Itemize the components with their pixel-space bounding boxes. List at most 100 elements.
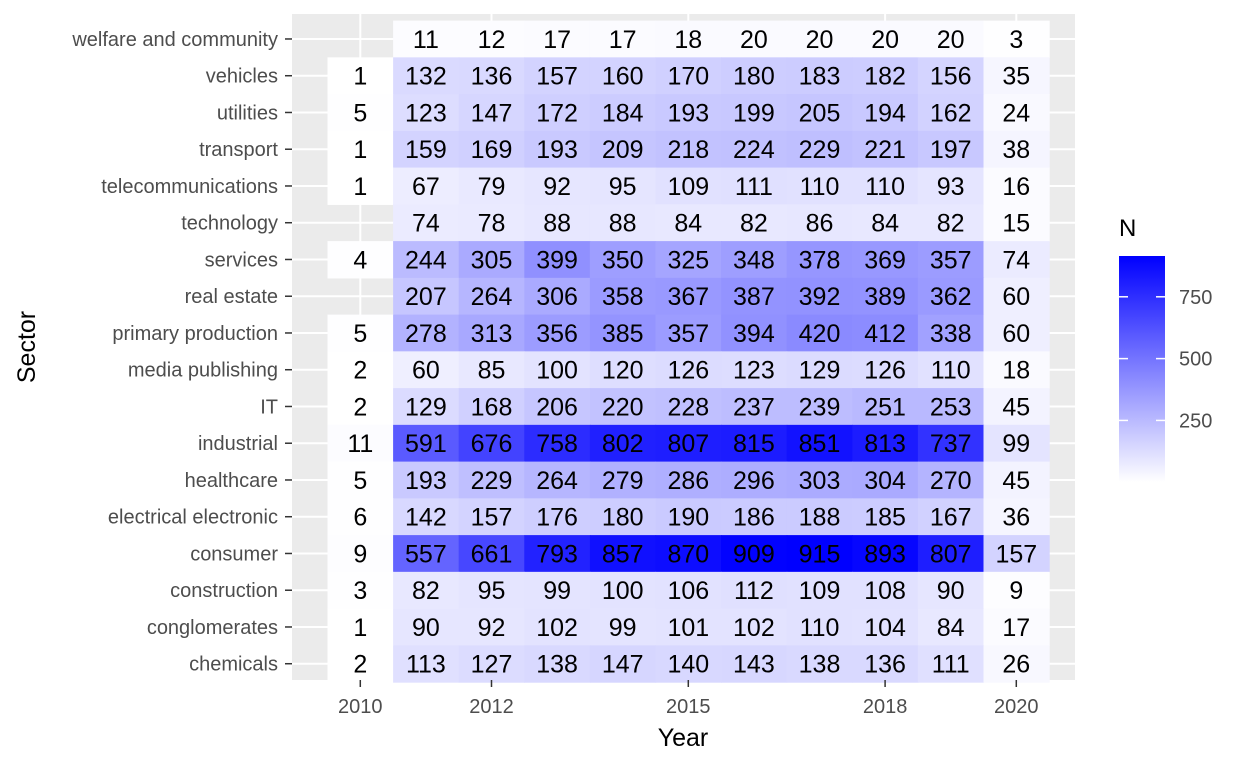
cell-value-label: 109 bbox=[799, 577, 841, 605]
cell-value-label: 303 bbox=[799, 467, 841, 495]
cell-value-label: 92 bbox=[543, 173, 571, 201]
heatmap-cell bbox=[655, 20, 722, 58]
cell-value-label: 206 bbox=[536, 393, 578, 421]
heatmap-cell bbox=[721, 535, 788, 573]
heatmap-cell bbox=[983, 351, 1050, 389]
cell-value-label: 807 bbox=[667, 430, 709, 458]
cell-value-label: 157 bbox=[471, 504, 513, 532]
cell-value-label: 169 bbox=[471, 136, 513, 164]
heatmap-cell bbox=[327, 167, 394, 205]
heatmap-cell bbox=[983, 498, 1050, 536]
cell-value-label: 79 bbox=[478, 173, 506, 201]
heatmap-cell bbox=[589, 277, 657, 316]
cell-value-label: 11 bbox=[347, 430, 373, 458]
cell-value-label: 45 bbox=[1002, 467, 1030, 495]
cell-value-label: 147 bbox=[471, 99, 513, 127]
cell-value-label: 127 bbox=[471, 651, 513, 679]
cell-value-label: 239 bbox=[799, 393, 841, 421]
cell-value-label: 1 bbox=[353, 63, 367, 91]
heatmap-cell bbox=[786, 571, 853, 610]
y-tick-label: primary production bbox=[112, 323, 278, 345]
heatmap-cell bbox=[393, 608, 460, 646]
y-tick-label: chemicals bbox=[189, 654, 278, 676]
cell-value-label: 140 bbox=[667, 651, 709, 679]
cell-value-label: 193 bbox=[667, 99, 709, 127]
heatmap-cell bbox=[458, 241, 525, 279]
heatmap-cell bbox=[327, 351, 394, 389]
heatmap-cell bbox=[393, 94, 460, 132]
cell-value-label: 168 bbox=[471, 393, 513, 421]
heatmap-cell bbox=[852, 241, 919, 279]
heatmap-cell bbox=[852, 94, 919, 132]
cell-value-label: 67 bbox=[412, 173, 440, 201]
heatmap-cell bbox=[589, 424, 657, 463]
cell-value-label: 306 bbox=[536, 283, 578, 311]
heatmap-cell bbox=[721, 461, 788, 499]
heatmap-cell bbox=[393, 351, 460, 389]
cell-value-label: 82 bbox=[740, 210, 768, 238]
heatmap-cell bbox=[983, 204, 1050, 242]
heatmap-cell bbox=[917, 204, 985, 242]
heatmap-cell bbox=[655, 608, 722, 646]
heatmap-cell bbox=[589, 57, 657, 95]
cell-value-label: 807 bbox=[930, 540, 972, 568]
heatmap-cell bbox=[721, 241, 788, 279]
heatmap-cell bbox=[917, 351, 985, 389]
cell-value-label: 1 bbox=[353, 136, 367, 164]
cell-value-label: 108 bbox=[864, 577, 906, 605]
heatmap-cell bbox=[393, 424, 460, 463]
heatmap-cell bbox=[852, 20, 919, 58]
heatmap-cell bbox=[917, 57, 985, 95]
cell-value-label: 220 bbox=[602, 393, 644, 421]
heatmap-cell bbox=[393, 204, 460, 242]
cell-value-label: 101 bbox=[667, 614, 709, 642]
heatmap-cell bbox=[917, 277, 985, 316]
cell-value-label: 350 bbox=[602, 246, 644, 274]
heatmap-cell bbox=[524, 241, 591, 279]
cell-value-label: 325 bbox=[667, 246, 709, 274]
heatmap-cell bbox=[852, 277, 919, 316]
heatmap-cell bbox=[983, 57, 1050, 95]
cell-value-label: 357 bbox=[930, 246, 972, 274]
heatmap-cell bbox=[983, 535, 1050, 573]
cell-value-label: 78 bbox=[478, 210, 506, 238]
heatmap-cell bbox=[852, 388, 919, 426]
cell-value-label: 90 bbox=[412, 614, 440, 642]
cell-value-label: 367 bbox=[667, 283, 709, 311]
y-tick-label: media publishing bbox=[128, 360, 278, 382]
heatmap-cell bbox=[721, 57, 788, 95]
heatmap-cell bbox=[589, 645, 657, 683]
cell-value-label: 90 bbox=[937, 577, 965, 605]
heatmap-cell bbox=[721, 571, 788, 610]
cell-value-label: 851 bbox=[799, 430, 841, 458]
heatmap-cell bbox=[655, 57, 722, 95]
heatmap-cell bbox=[983, 130, 1050, 169]
heatmap-cell bbox=[917, 20, 985, 58]
cell-value-label: 99 bbox=[609, 614, 637, 642]
cell-value-label: 82 bbox=[937, 210, 965, 238]
y-tick-label: conglomerates bbox=[147, 617, 278, 639]
cell-value-label: 313 bbox=[471, 320, 513, 348]
heatmap-cell bbox=[917, 608, 985, 646]
cell-value-label: 815 bbox=[733, 430, 775, 458]
heatmap-cell bbox=[983, 167, 1050, 205]
heatmap-cell bbox=[327, 388, 394, 426]
cell-value-label: 1 bbox=[353, 614, 367, 642]
heatmap-cell bbox=[721, 424, 788, 463]
cell-value-label: 104 bbox=[864, 614, 906, 642]
cell-value-label: 278 bbox=[405, 320, 447, 348]
heatmap-cell bbox=[852, 57, 919, 95]
cell-value-label: 88 bbox=[609, 210, 637, 238]
cell-value-label: 2 bbox=[353, 651, 367, 679]
y-tick-label: healthcare bbox=[185, 470, 278, 492]
cell-value-label: 362 bbox=[930, 283, 972, 311]
heatmap-cell bbox=[327, 608, 394, 646]
heatmap-cell bbox=[458, 535, 525, 573]
heatmap-cell bbox=[327, 424, 394, 463]
heatmap-cell bbox=[393, 535, 460, 573]
cell-value-label: 120 bbox=[602, 357, 644, 385]
heatmap-cell bbox=[786, 608, 853, 646]
heatmap-cell bbox=[524, 351, 591, 389]
heatmap-cell bbox=[589, 571, 657, 610]
cell-value-label: 20 bbox=[937, 26, 965, 54]
